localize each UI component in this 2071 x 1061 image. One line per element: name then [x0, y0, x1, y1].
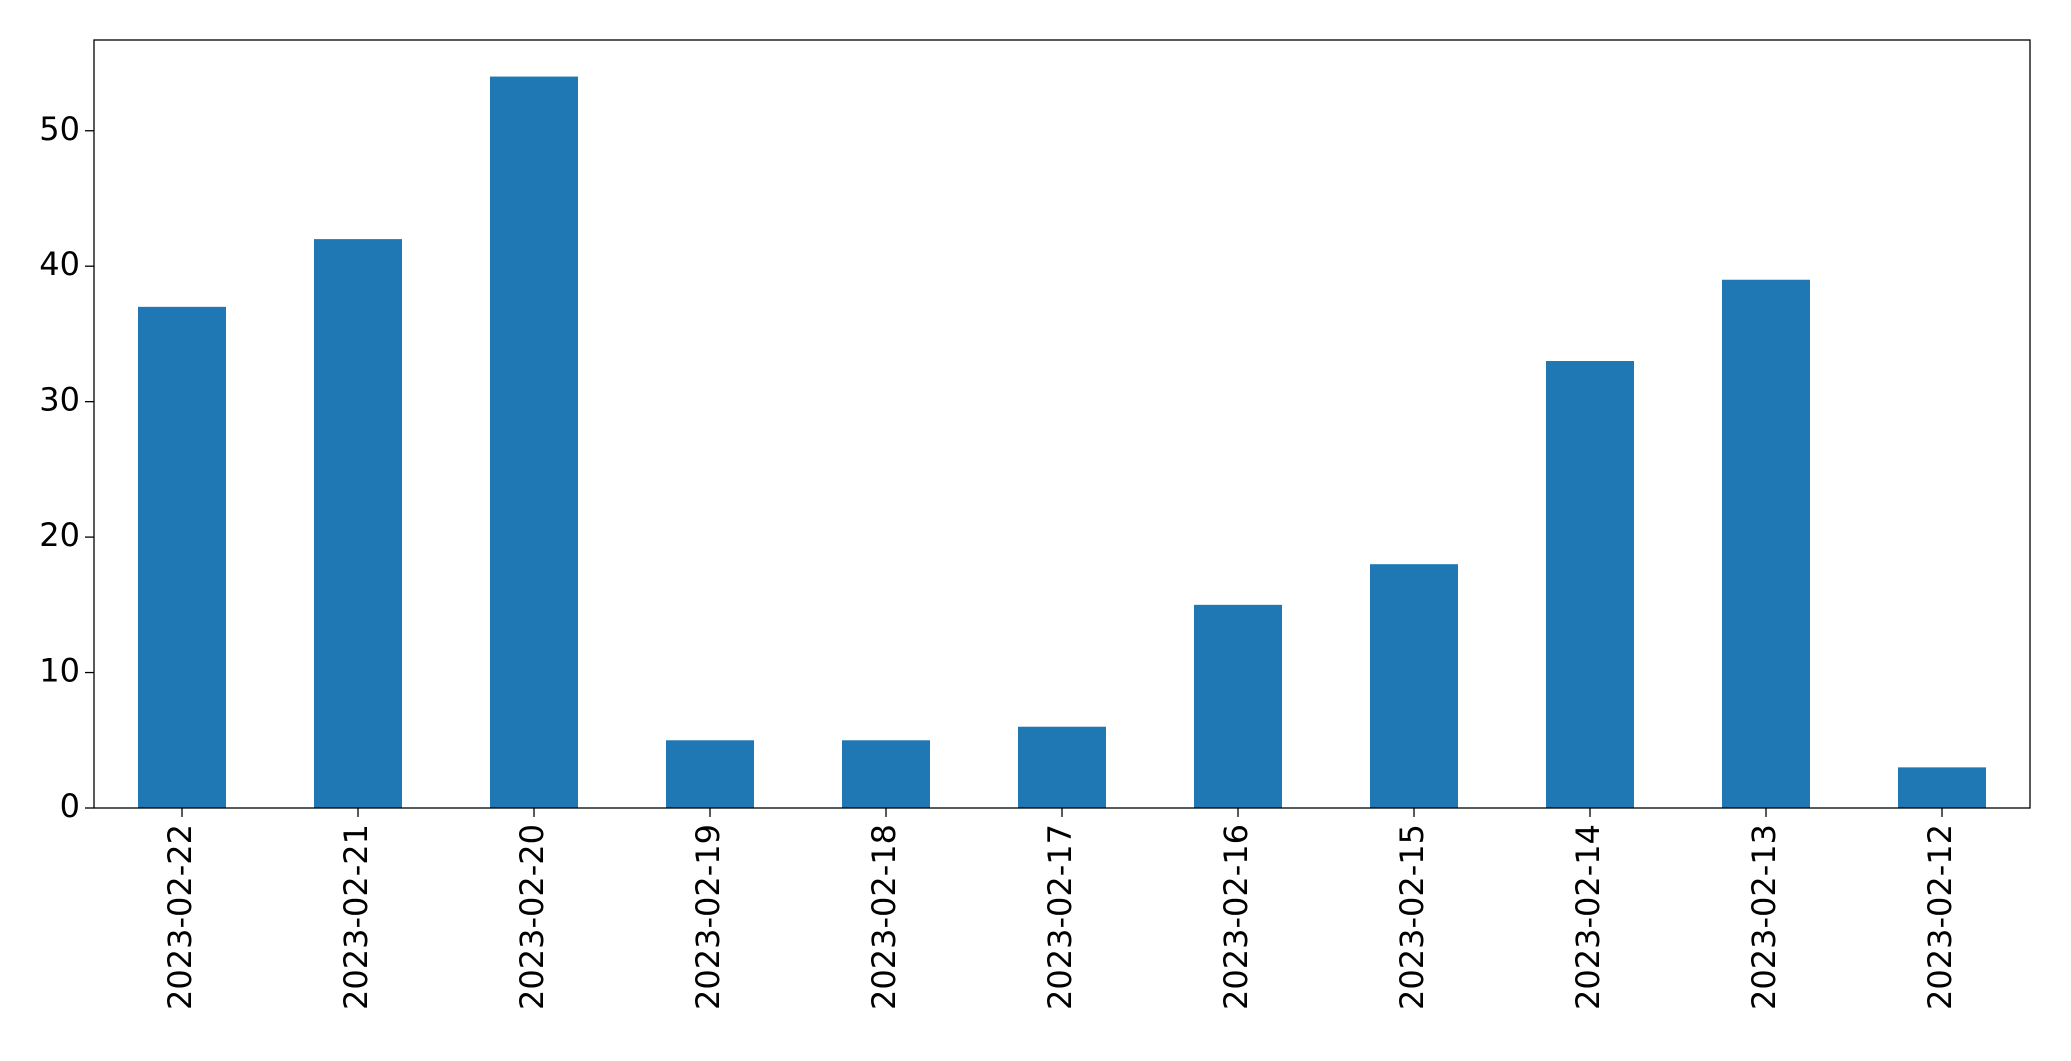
- x-tick-label: 2023-02-21: [337, 824, 375, 1010]
- x-tick-label: 2023-02-19: [689, 824, 727, 1010]
- bar: [1194, 604, 1282, 808]
- y-tick-label: 20: [39, 516, 80, 554]
- x-tick-label: 2023-02-17: [1041, 824, 1079, 1010]
- bar: [138, 306, 226, 808]
- y-tick-label: 40: [39, 245, 80, 283]
- bar: [666, 740, 754, 808]
- bar: [1546, 361, 1634, 808]
- bar: [842, 740, 930, 808]
- bar: [314, 239, 402, 809]
- y-tick-label: 0: [60, 787, 80, 825]
- bar: [1722, 279, 1810, 808]
- x-tick-label: 2023-02-14: [1569, 824, 1607, 1010]
- plot-frame: [93, 39, 2031, 809]
- x-tick-label: 2023-02-22: [161, 824, 199, 1010]
- x-tick-label: 2023-02-15: [1393, 824, 1431, 1010]
- bar: [1370, 564, 1458, 808]
- x-tick-label: 2023-02-18: [865, 824, 903, 1010]
- x-tick-label: 2023-02-12: [1921, 824, 1959, 1010]
- y-tick-label: 10: [39, 652, 80, 690]
- y-tick-label: 50: [39, 110, 80, 148]
- bar: [490, 76, 578, 809]
- bar: [1898, 767, 1986, 808]
- x-tick-label: 2023-02-20: [513, 824, 551, 1010]
- x-tick-label: 2023-02-16: [1217, 824, 1255, 1010]
- x-tick-label: 2023-02-13: [1745, 824, 1783, 1010]
- y-tick-label: 30: [39, 381, 80, 419]
- bar: [1018, 726, 1106, 808]
